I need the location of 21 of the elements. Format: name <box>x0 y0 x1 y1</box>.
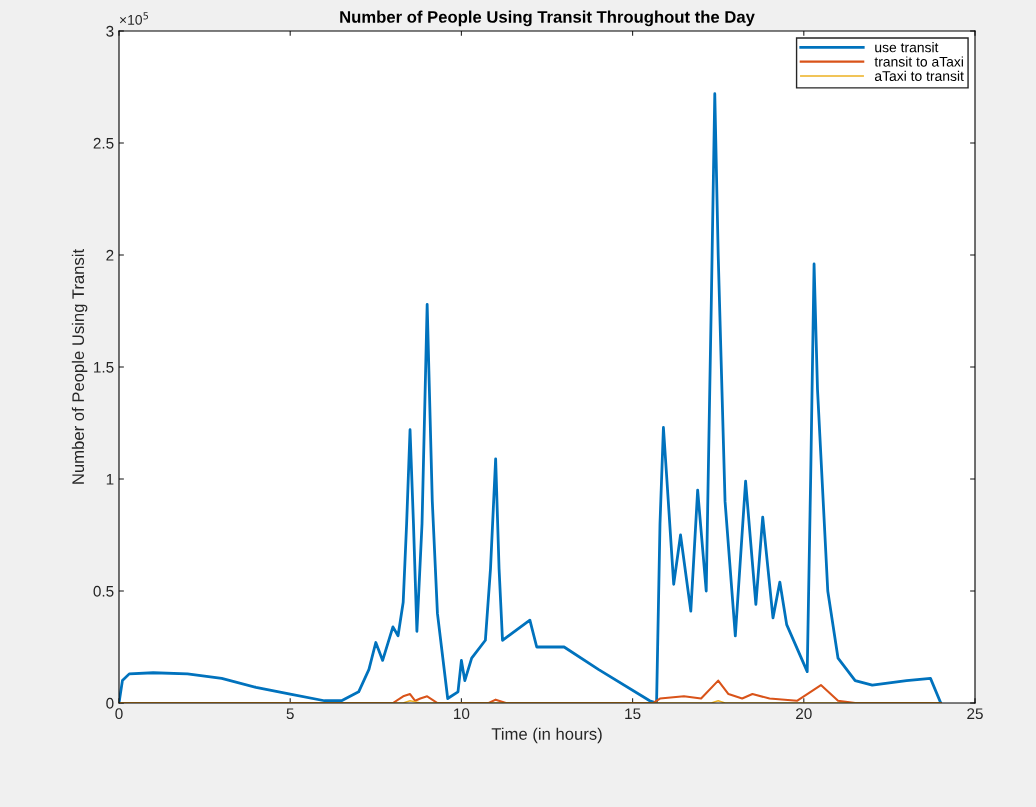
y-tick-label: 0.5 <box>93 585 114 597</box>
y-tick-label: 2 <box>106 249 114 261</box>
legend-label: aTaxi to transit <box>874 70 964 81</box>
y-tick-label: 1.5 <box>94 362 114 373</box>
text: ×10$^{5}$ <box>119 12 149 25</box>
y-axis-title: Number of People Using Transit <box>71 249 88 484</box>
legend-label: transit to aTaxi <box>874 56 963 67</box>
chart-title: Number of People Using Transit Throughout the Day <box>340 10 755 27</box>
x-axis-title: Time (in hours) <box>491 727 602 744</box>
legend-label: use transit <box>875 42 939 53</box>
y-tick-label: 2.5 <box>93 137 114 149</box>
line-series <box>119 92 943 703</box>
x-tick-label: 15 <box>625 708 641 720</box>
y-tick-label: 0 <box>106 697 114 709</box>
x-tick-label: 25 <box>967 708 983 720</box>
x-tick-label: 10 <box>454 708 470 720</box>
y-tick-label: 1 <box>106 474 114 485</box>
x-tick-label: 0 <box>115 708 123 720</box>
y-tick-label: 3 <box>106 25 114 37</box>
x-tick-label: 5 <box>286 708 294 720</box>
x-tick-label: 20 <box>796 708 812 720</box>
